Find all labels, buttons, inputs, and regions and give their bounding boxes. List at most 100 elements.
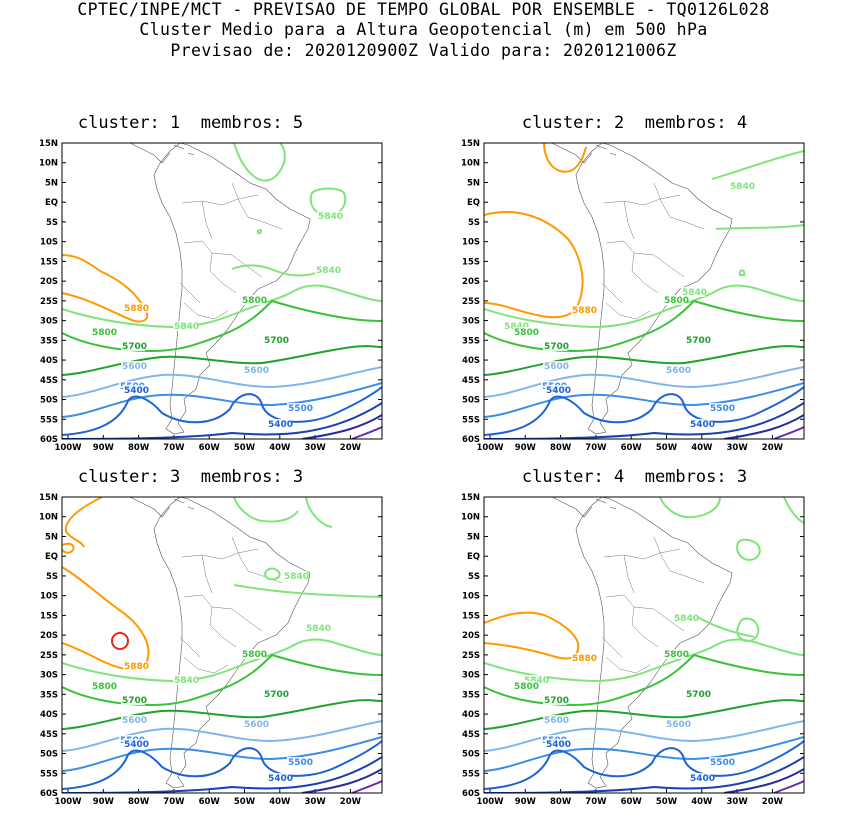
label-mask — [689, 419, 713, 429]
lat-tick-label: 45S — [40, 730, 58, 740]
country-border — [601, 636, 623, 658]
country-border — [183, 594, 263, 632]
contour-5600 — [62, 366, 382, 398]
contour-5200 — [723, 768, 804, 793]
header-title: CPTEC/INPE/MCT - PREVISAO DE TEMPO GLOBA… — [77, 0, 770, 19]
label-mask — [729, 181, 753, 191]
panel-title: cluster: 1 membros: 5 — [77, 113, 304, 133]
contour-label: 5880 — [572, 306, 597, 316]
contour-extra — [233, 143, 286, 182]
lat-tick-label: 20S — [40, 277, 58, 287]
map-frame — [61, 496, 383, 794]
country-border — [183, 656, 229, 674]
contour-label: 5500 — [710, 758, 735, 768]
label-mask — [123, 739, 147, 749]
lon-tick-label: 80W — [550, 443, 572, 453]
lat-tick-label: 15N — [461, 493, 480, 503]
label-mask — [123, 385, 147, 395]
country-border — [181, 194, 259, 206]
contour-extra — [64, 497, 103, 548]
contour-label: 5840 — [174, 676, 199, 686]
contour-label: 5840 — [284, 572, 309, 582]
lon-tick-label: 30W — [304, 443, 326, 453]
lat-tick-label: 30S — [462, 671, 480, 681]
contour-label: 5500 — [710, 404, 735, 414]
contour-5100 — [351, 426, 382, 439]
label-mask — [685, 689, 709, 699]
contour-extra — [711, 150, 804, 180]
map-svg: 15N 10N 5N EQ 5S 10S 15S 20S 25S 30S 35S 40S 45S 50S 5… — [461, 493, 805, 807]
country-border — [605, 594, 685, 632]
country-border — [231, 536, 283, 584]
label-mask — [173, 321, 197, 331]
lat-tick-label: 10N — [39, 159, 58, 169]
lon-tick-label: 70W — [163, 797, 185, 807]
map-svg: 15N 10N 5N EQ 5S 10S 15S 20S 25S 30S 35S 40S 45S 50S 5… — [461, 139, 805, 453]
lon-tick-label: 30W — [726, 797, 748, 807]
country-border — [653, 536, 705, 584]
label-mask — [121, 715, 145, 725]
lat-tick-label: 10N — [461, 513, 480, 523]
contour-5800 — [62, 653, 382, 707]
country-border — [209, 252, 237, 294]
contour-5840 — [484, 638, 804, 683]
contour-label: 5400 — [690, 774, 715, 784]
lat-tick-label: 60S — [40, 435, 58, 445]
contour-label: 5700 — [544, 342, 569, 352]
label-mask — [543, 695, 567, 705]
cluster-panel-3: cluster: 3 membros: 3 15N 10N 5N EQ 5S 10S 15S… — [0, 467, 425, 812]
country-border — [631, 252, 659, 294]
contour-5700 — [484, 345, 804, 376]
contour-label: 5880 — [124, 662, 149, 672]
contour-extra — [736, 538, 761, 561]
contour-label: 5400 — [690, 420, 715, 430]
lat-tick-label: 35S — [462, 336, 480, 346]
label-mask — [543, 361, 567, 371]
lon-tick-label: 70W — [585, 443, 607, 453]
label-mask — [543, 341, 567, 351]
label-mask — [513, 681, 537, 691]
label-mask — [243, 365, 267, 375]
lat-tick-label: 15N — [39, 493, 58, 503]
caribbean-islands — [173, 498, 195, 510]
label-mask — [571, 653, 595, 663]
contour-5500 — [484, 382, 804, 418]
caribbean-islands — [595, 498, 617, 510]
label-mask — [121, 361, 145, 371]
label-mask — [545, 739, 569, 749]
central-america-coastline — [551, 497, 593, 518]
contour-label: 5700 — [264, 336, 289, 346]
contour-label: 5600 — [122, 362, 147, 372]
contour-label: 5840 — [682, 288, 707, 298]
contour-label: 5880 — [124, 304, 149, 314]
lat-tick-label: 5N — [45, 178, 58, 188]
lat-tick-label: 55S — [40, 415, 58, 425]
contour-5200 — [723, 414, 804, 439]
contour-extra — [257, 228, 262, 235]
label-mask — [173, 675, 197, 685]
lat-tick-label: 10N — [39, 513, 58, 523]
country-border — [623, 200, 635, 240]
lon-tick-label: 20W — [340, 443, 362, 453]
label-mask — [91, 327, 115, 337]
label-mask — [709, 403, 733, 413]
contour-label: 5600 — [544, 716, 569, 726]
lon-tick-label: 100W — [476, 443, 504, 453]
contour-label: 5800 — [242, 650, 267, 660]
lat-tick-label: 5N — [467, 178, 480, 188]
contour-5100 — [351, 780, 382, 793]
panel-title: cluster: 4 membros: 3 — [521, 467, 748, 487]
lat-tick-label: 5S — [468, 218, 480, 228]
label-mask — [91, 681, 115, 691]
contour-extra — [715, 224, 804, 230]
lat-tick-label: EQ — [45, 198, 58, 208]
lat-tick-label: 15S — [462, 611, 480, 621]
contour-label: 5500 — [288, 758, 313, 768]
lat-tick-label: 5N — [467, 532, 480, 542]
lon-tick-label: 20W — [762, 797, 784, 807]
contour-label: 5880 — [572, 654, 597, 664]
contour-label: 5700 — [122, 342, 147, 352]
lat-tick-label: 40S — [40, 356, 58, 366]
south-america-coastline — [153, 143, 311, 435]
contour-label: 5400 — [124, 740, 149, 750]
